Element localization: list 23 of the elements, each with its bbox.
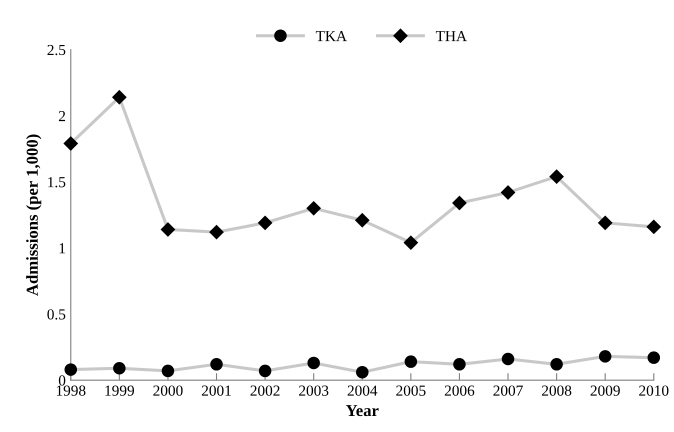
y-tick-label: 1.5: [48, 177, 66, 188]
x-tick-label: 2000: [153, 385, 183, 396]
x-axis-title: Year: [346, 405, 379, 416]
y-tick-label: 1: [60, 243, 65, 254]
y-tick-label: 0: [58, 375, 66, 386]
x-tick-label: 2006: [444, 385, 474, 396]
x-tick-label: 1999: [105, 386, 134, 396]
x-tick-label: 1998: [56, 385, 86, 396]
y-tick-label: 2.5: [47, 44, 66, 56]
x-tick-label: 2008: [542, 385, 572, 396]
x-tick-label: 2005: [396, 385, 426, 396]
x-tick-label: 2003: [299, 385, 328, 396]
y-tick-label: 2: [58, 110, 66, 122]
x-tick-label: 2004: [348, 385, 378, 396]
y-axis-title: Admissions (per 1,000): [26, 134, 42, 296]
x-tick-label: 2009: [590, 385, 620, 396]
legend-label: TKA: [316, 30, 347, 42]
x-tick-label: 2001: [202, 385, 231, 396]
y-tick-label: 0.5: [47, 309, 66, 320]
x-tick-label: 2007: [493, 385, 523, 396]
legend-label: THA: [436, 30, 467, 42]
x-tick-label: 2002: [250, 385, 280, 396]
x-tick-label: 2010: [639, 385, 668, 396]
